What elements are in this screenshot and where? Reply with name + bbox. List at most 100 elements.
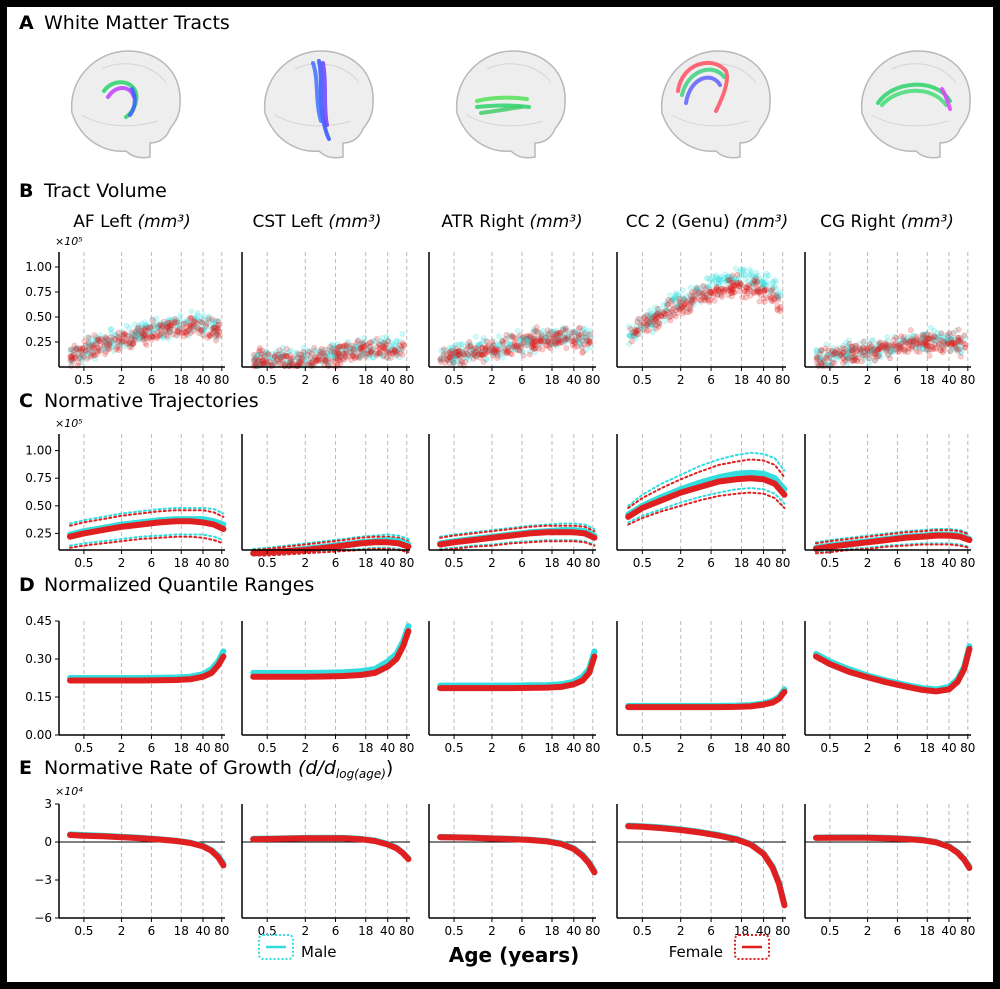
- scatter-point: [543, 342, 550, 349]
- female-median-line: [625, 475, 788, 520]
- scatter-point: [162, 327, 168, 334]
- scatter-point: [644, 312, 651, 318]
- scatter-point: [194, 312, 201, 319]
- scatter-point: [253, 357, 260, 363]
- scatter-point: [705, 298, 712, 305]
- scatter-point: [318, 346, 325, 352]
- x-tick-label: 80: [775, 556, 790, 570]
- scatter-point: [270, 356, 277, 363]
- scatter-point: [148, 316, 155, 323]
- x-tick-label: 6: [518, 556, 526, 570]
- scatter-point: [124, 340, 130, 347]
- brain-cg-right-icon: [860, 50, 971, 159]
- scatter-point: [134, 326, 141, 332]
- scatter-point: [160, 323, 166, 330]
- panel-e-1: 0.5 2 6 18 40 80 −6 −3 0 3: [34, 797, 229, 938]
- x-tick-label: 40: [195, 741, 210, 755]
- scatter-point: [364, 341, 371, 348]
- scatter-point: [95, 347, 101, 353]
- scatter-point: [69, 353, 75, 359]
- scatter-point: [106, 340, 113, 347]
- scatter-point: [69, 354, 75, 361]
- scatter-point: [157, 322, 163, 329]
- scatter-point: [348, 357, 354, 363]
- scatter-point: [213, 325, 220, 331]
- x-tick-label: 6: [332, 924, 340, 938]
- scatter-point: [523, 342, 530, 349]
- scatter-point: [147, 324, 154, 330]
- scatter-point: [161, 321, 168, 328]
- scatter-point: [142, 332, 149, 339]
- scatter-point: [539, 327, 546, 334]
- scatter-point: [361, 351, 368, 357]
- scatter-point: [274, 357, 281, 364]
- scatter-point: [352, 353, 358, 360]
- scatter-point: [336, 345, 343, 351]
- scatter-point: [366, 348, 372, 354]
- scatter-point: [686, 309, 693, 315]
- scatter-point: [258, 358, 264, 364]
- tract-name: CST Left: [252, 212, 323, 232]
- scatter-point: [476, 341, 482, 348]
- scatter-point: [129, 339, 136, 346]
- scatter-point: [343, 343, 350, 349]
- scatter-point: [389, 350, 396, 357]
- scatter-point: [260, 350, 267, 357]
- scatter-point: [215, 318, 222, 325]
- x-tick-label: 2: [118, 924, 126, 938]
- scatter-point: [68, 355, 75, 362]
- scatter-point: [127, 339, 134, 346]
- scatter-point: [898, 333, 904, 340]
- scatter-point: [293, 355, 300, 362]
- scatter-point: [203, 323, 209, 329]
- scatter-point: [216, 329, 223, 335]
- scatter-point: [275, 361, 282, 367]
- scatter-point: [546, 339, 553, 346]
- scatter-point: [279, 357, 286, 363]
- panel-b-3: 0.5 2 6 18 40 80: [428, 252, 600, 387]
- scatter-point: [133, 328, 139, 334]
- scatter-point: [378, 338, 385, 345]
- x-tick-label: 80: [399, 741, 414, 755]
- scatter-point: [257, 358, 263, 364]
- scatter-point: [283, 352, 289, 359]
- scatter-point: [506, 332, 513, 338]
- scatter-point: [148, 333, 155, 340]
- scatter-point: [255, 358, 262, 365]
- x-tick-label: 0.5: [258, 556, 277, 570]
- scatter-point: [300, 349, 307, 355]
- scatter-point: [172, 319, 178, 325]
- scatter-point: [339, 343, 346, 350]
- scatter-point: [68, 363, 74, 369]
- scatter-point: [336, 356, 343, 363]
- scatter-point: [149, 328, 155, 335]
- scatter-point: [746, 284, 753, 291]
- x-tick-label: 80: [214, 373, 229, 387]
- scatter-point: [860, 352, 867, 359]
- scatter-point: [105, 345, 111, 352]
- scatter-point: [370, 354, 377, 361]
- scatter-point: [294, 349, 301, 356]
- scatter-point: [174, 329, 181, 336]
- scatter-point: [103, 340, 110, 347]
- x-tick-label: 18: [544, 373, 559, 387]
- scatter-point: [67, 348, 74, 354]
- scatter-point: [768, 298, 775, 304]
- scatter-point: [337, 355, 343, 362]
- scatter-point: [139, 334, 145, 341]
- scatter-point: [111, 348, 117, 354]
- x-tick-label: 6: [894, 924, 902, 938]
- scatter-point: [499, 350, 505, 357]
- scatter-point: [71, 342, 78, 349]
- scatter-point: [343, 350, 349, 357]
- x-tick-label: 2: [118, 556, 126, 570]
- scatter-point: [394, 338, 400, 345]
- scatter-point: [106, 342, 113, 349]
- scatter-point: [203, 317, 210, 323]
- panel-e-3: 0.5 2 6 18 40 80: [428, 804, 600, 938]
- scatter-point: [164, 324, 171, 330]
- scatter-point: [147, 333, 154, 340]
- scatter-point: [260, 358, 266, 365]
- scatter-point: [87, 344, 94, 350]
- scatter-point: [81, 338, 88, 345]
